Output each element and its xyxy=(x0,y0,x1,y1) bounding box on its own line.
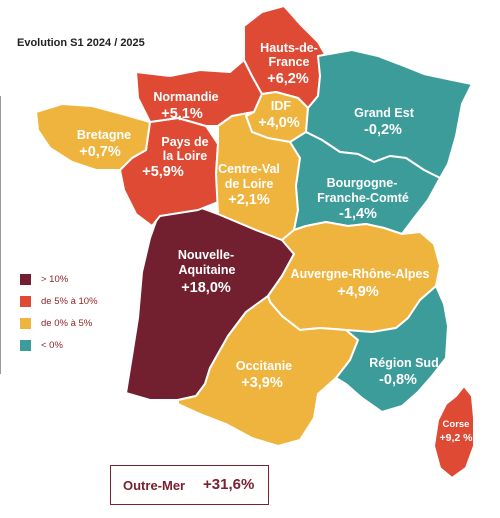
legend-label: de 0% à 5% xyxy=(41,318,93,329)
legend-item: < 0% xyxy=(20,340,98,351)
label-hauts-de-france-name1: Hauts-de- xyxy=(260,41,318,55)
label-centre-val-de-loire-name1: Centre-Val xyxy=(218,162,280,176)
map-title: Evolution S1 2024 / 2025 xyxy=(17,37,145,49)
label-hauts-de-france-value: +6,2% xyxy=(267,71,309,87)
region-bretagne[interactable] xyxy=(35,103,151,171)
region-occitanie[interactable] xyxy=(177,295,359,447)
outre-mer-box: Outre-Mer +31,6% xyxy=(110,465,269,505)
label-corse-value: +9,2 % xyxy=(440,432,474,444)
label-idf-value: +4,0% xyxy=(258,115,300,131)
label-normandie-name: Normandie xyxy=(153,90,218,104)
label-nouvelle-aquitaine-name2: Aquitaine xyxy=(179,263,236,277)
legend-swatch xyxy=(20,340,31,351)
label-grand-est-value: -0,2% xyxy=(364,122,402,138)
legend-label: de 5% à 10% xyxy=(41,296,98,307)
region-region-sud[interactable] xyxy=(335,285,449,413)
legend-label: > 10% xyxy=(41,274,69,285)
label-occitanie-name: Occitanie xyxy=(236,359,292,373)
label-bretagne-value: +0,7% xyxy=(79,144,121,160)
label-nouvelle-aquitaine-name1: Nouvelle- xyxy=(178,248,234,262)
label-auvergne-rhone-alpes-name: Auvergne-Rhône-Alpes xyxy=(291,267,430,281)
label-centre-val-de-loire-name2: de Loire xyxy=(225,177,274,191)
label-centre-val-de-loire-value: +2,1% xyxy=(228,192,270,208)
label-bourgogne-franche-comte-value: -1,4% xyxy=(339,206,377,222)
label-normandie-value: +5,1% xyxy=(161,106,203,122)
legend-item: > 10% xyxy=(20,274,98,285)
label-region-sud-value: -0,8% xyxy=(379,372,417,388)
label-pays-de-la-loire-name2: la Loire xyxy=(163,149,208,163)
legend-item: de 0% à 5% xyxy=(20,318,98,329)
label-pays-de-la-loire-value: +5,9% xyxy=(142,164,184,180)
left-divider xyxy=(0,96,1,374)
label-idf-name: IDF xyxy=(271,99,292,113)
label-corse-name: Corse xyxy=(443,419,470,430)
label-nouvelle-aquitaine-value: +18,0% xyxy=(181,280,231,296)
label-grand-est-name: Grand Est xyxy=(354,106,415,120)
legend-swatch xyxy=(20,318,31,329)
label-bourgogne-franche-comte-name1: Bourgogne- xyxy=(327,176,398,190)
outre-mer-value: +31,6% xyxy=(203,476,255,493)
legend: > 10% de 5% à 10% de 0% à 5% < 0% xyxy=(20,274,98,362)
label-bourgogne-franche-comte-name2: Franche-Comté xyxy=(317,191,409,205)
label-auvergne-rhone-alpes-value: +4,9% xyxy=(337,284,379,300)
label-pays-de-la-loire-name1: Pays de xyxy=(161,135,208,149)
label-hauts-de-france-name2: France xyxy=(269,55,310,69)
label-occitanie-value: +3,9% xyxy=(241,375,283,391)
legend-swatch xyxy=(20,296,31,307)
outre-mer-label: Outre-Mer xyxy=(123,478,186,493)
label-bretagne-name: Bretagne xyxy=(77,128,131,142)
legend-swatch xyxy=(20,274,31,285)
label-region-sud-name: Région Sud xyxy=(369,356,438,370)
legend-label: < 0% xyxy=(41,340,63,351)
legend-item: de 5% à 10% xyxy=(20,296,98,307)
region-corse[interactable] xyxy=(433,385,475,479)
